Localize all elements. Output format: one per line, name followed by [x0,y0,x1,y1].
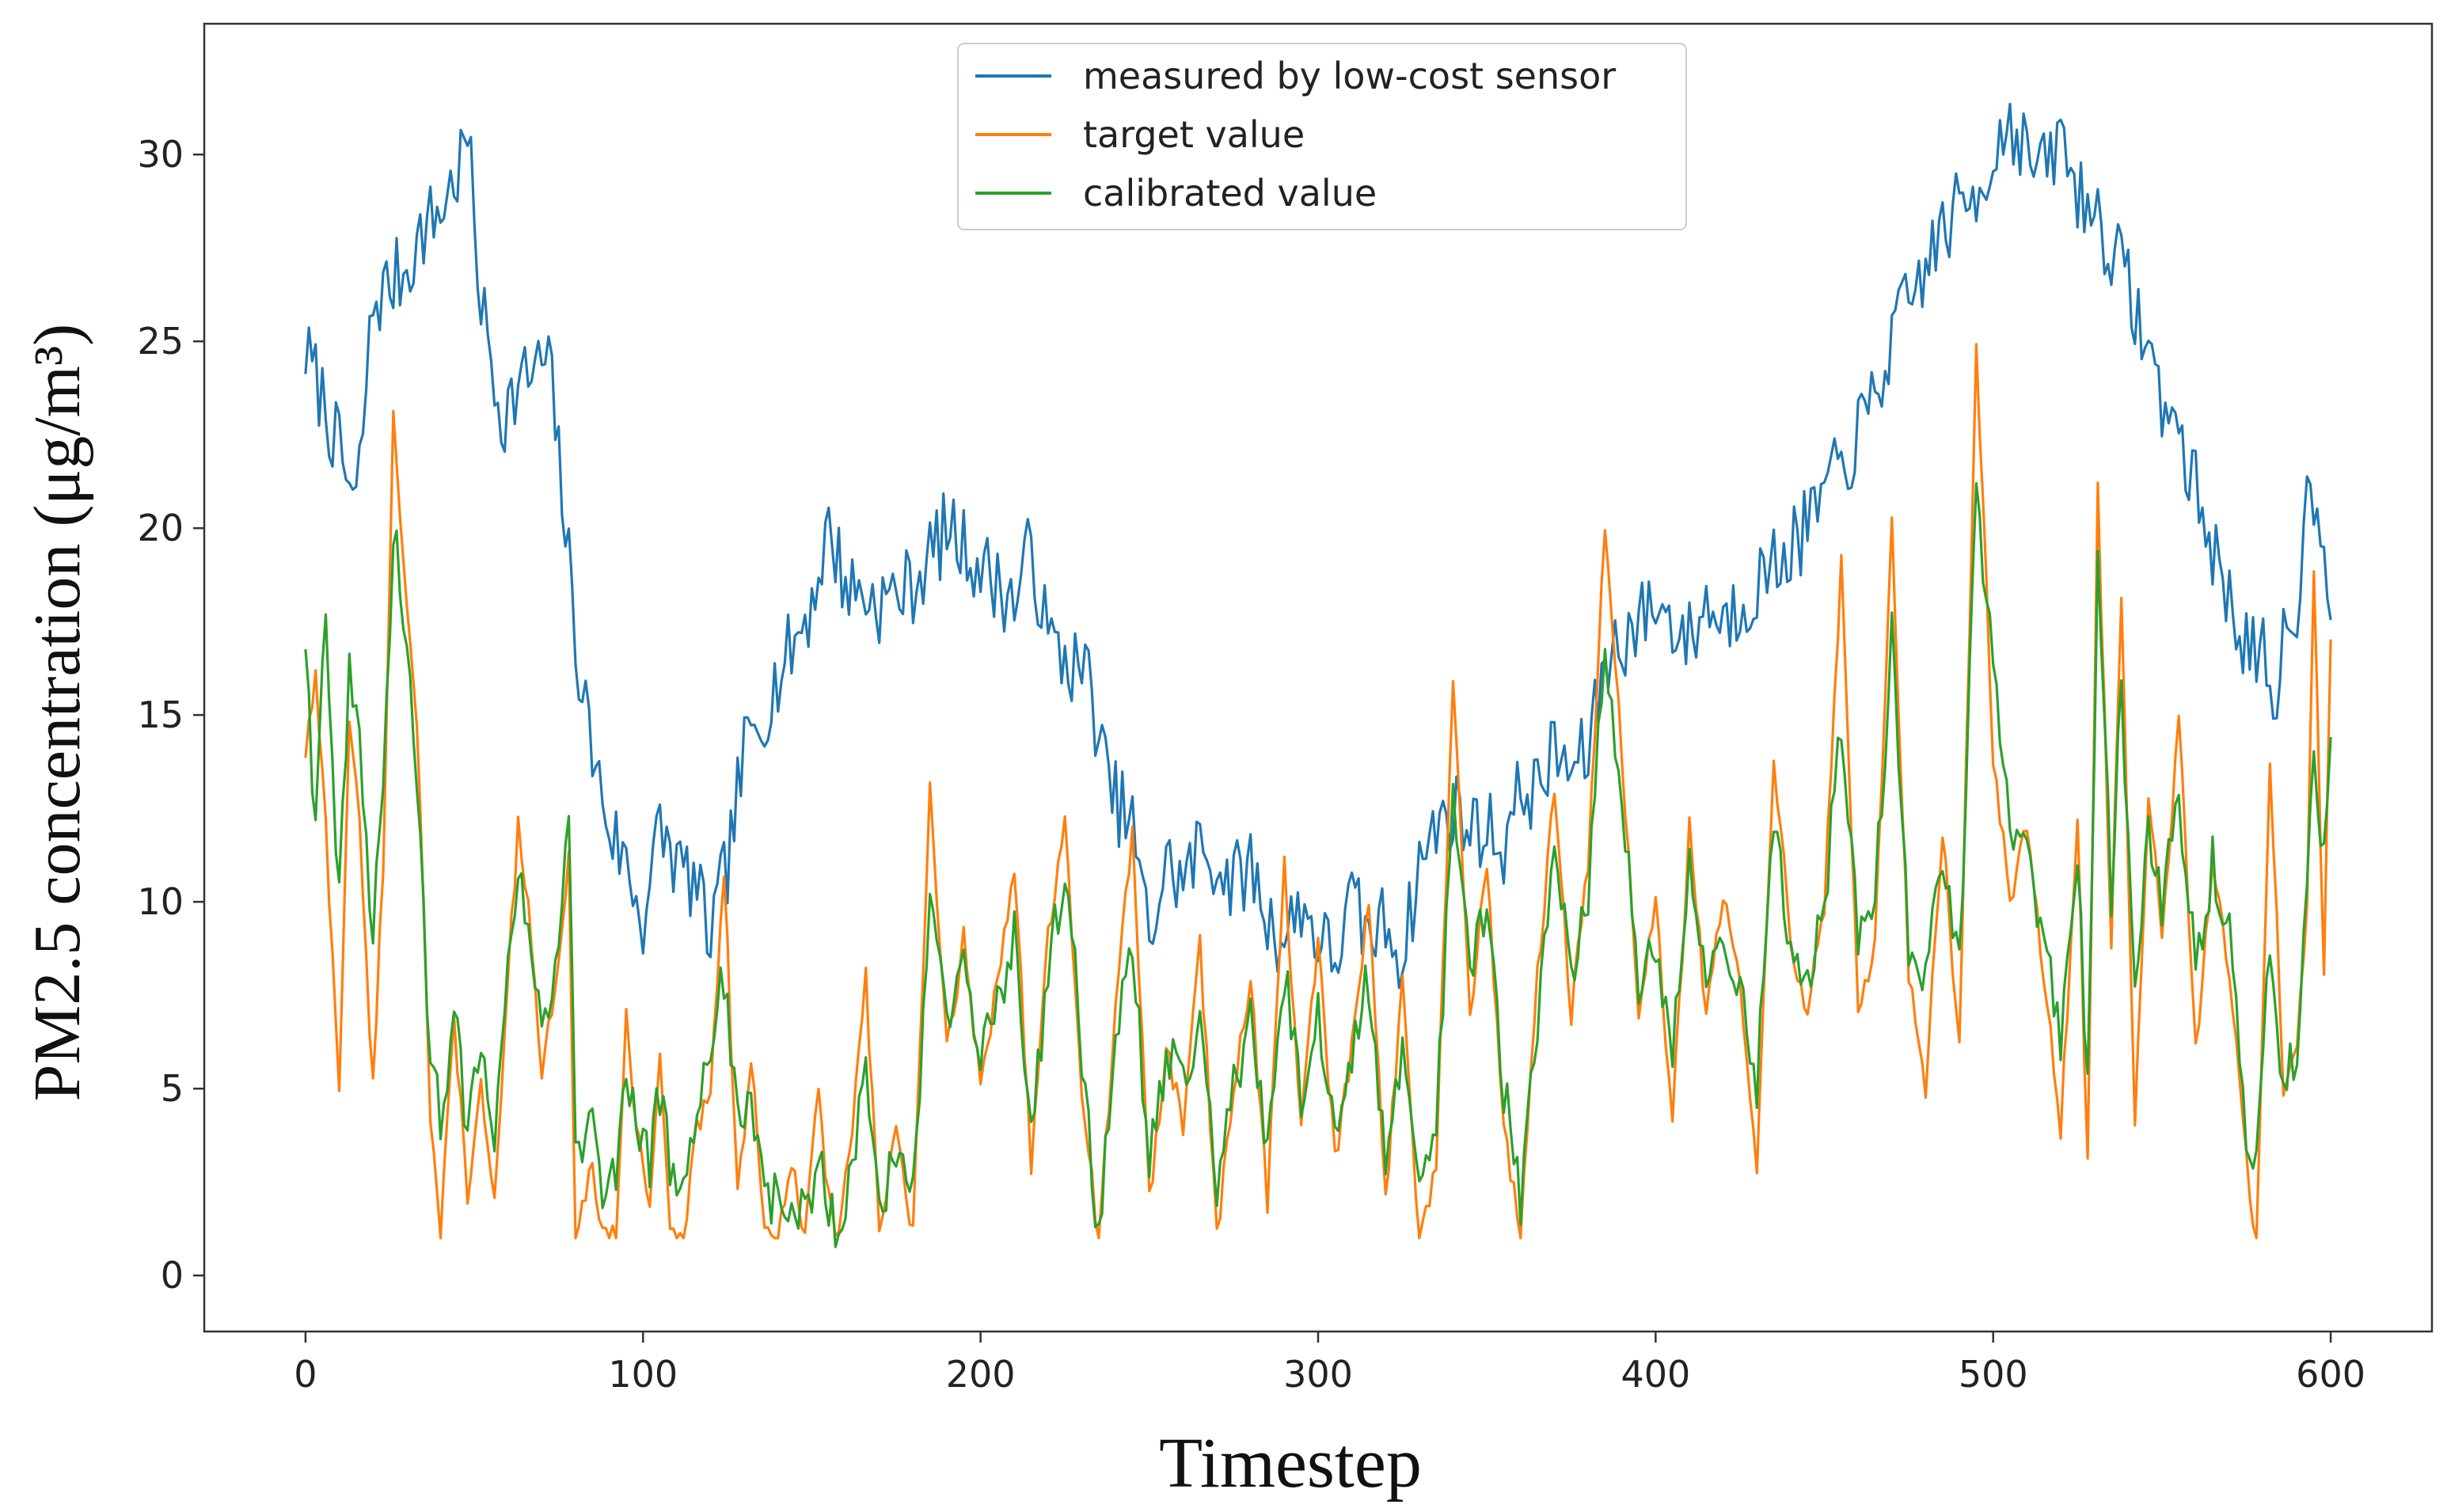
x-tick-label: 200 [946,1353,1016,1396]
x-tick-label: 600 [2296,1353,2365,1396]
x-tick-label: 0 [294,1353,317,1396]
y-tick-label: 5 [161,1067,184,1110]
legend-label-measured: measured by low-cost sensor [1083,55,1616,97]
y-tick-label: 25 [137,320,184,363]
x-tick-label: 100 [608,1353,678,1396]
legend-box [957,43,1687,230]
x-axis: 0 100 200 300 400 500 600 [294,1332,2365,1396]
series-measured-line [304,102,2332,990]
legend-label-calibrated: calibrated value [1083,172,1377,215]
legend: measured by low-cost sensor target value… [957,43,1687,230]
x-tick-label: 400 [1621,1353,1690,1396]
y-tick-label: 20 [137,507,184,549]
y-axis-title: PM2.5 concentration (μg/m³) [21,324,94,1101]
y-axis: 0 5 10 15 20 25 30 [137,133,204,1297]
y-tick-label: 15 [137,693,184,736]
legend-label-target: target value [1083,113,1305,156]
series-calibrated-line [304,482,2332,1248]
y-tick-label: 30 [137,133,184,176]
y-tick-label: 10 [137,880,184,923]
y-tick-label: 0 [161,1254,184,1297]
x-tick-label: 500 [1959,1353,2028,1396]
x-tick-label: 300 [1283,1353,1353,1396]
series-target-line [304,343,2332,1240]
x-axis-title: Timestep [1159,1424,1422,1503]
series-layer [304,102,2332,1248]
